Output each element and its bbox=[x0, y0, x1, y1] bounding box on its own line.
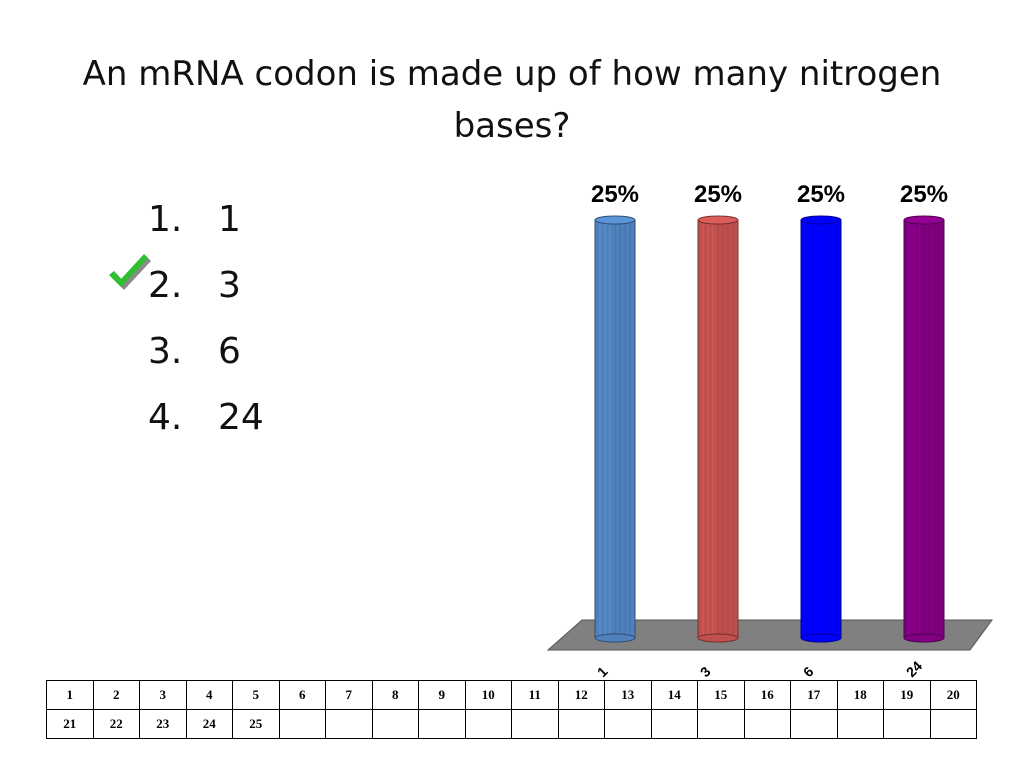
category-tick-label: 3 bbox=[697, 663, 714, 680]
answer-option[interactable]: 1. 1 bbox=[148, 186, 264, 252]
bar-6 bbox=[800, 215, 842, 643]
chart-bars bbox=[594, 215, 945, 643]
grid-cell bbox=[929, 709, 977, 739]
data-label: 25% bbox=[591, 181, 639, 208]
grid-cell bbox=[557, 709, 605, 739]
grid-cell bbox=[697, 709, 745, 739]
category-tick-label: 6 bbox=[800, 663, 817, 680]
grid-cell: 1 bbox=[46, 680, 94, 710]
grid-cell bbox=[883, 709, 931, 739]
answer-option[interactable]: 2. 3 bbox=[148, 252, 264, 318]
data-label: 25% bbox=[694, 181, 742, 208]
grid-cell: 2 bbox=[92, 680, 140, 710]
answer-text: 3 bbox=[218, 264, 241, 306]
grid-cell: 15 bbox=[697, 680, 745, 710]
grid-cell bbox=[511, 709, 559, 739]
checkmark-icon bbox=[109, 254, 151, 290]
category-tick-label: 24 bbox=[903, 658, 925, 680]
grid-cell bbox=[650, 709, 698, 739]
grid-cell: 5 bbox=[232, 680, 280, 710]
grid-cell: 24 bbox=[185, 709, 233, 739]
answer-text: 24 bbox=[218, 396, 264, 438]
grid-cell: 25 bbox=[232, 709, 280, 739]
grid-cell bbox=[464, 709, 512, 739]
grid-cell: 7 bbox=[325, 680, 373, 710]
grid-cell bbox=[604, 709, 652, 739]
grid-cell: 19 bbox=[883, 680, 931, 710]
page-title: An mRNA codon is made up of how many nit… bbox=[82, 54, 942, 146]
grid-cell: 14 bbox=[650, 680, 698, 710]
grid-cell: 6 bbox=[278, 680, 326, 710]
grid-cell: 8 bbox=[371, 680, 419, 710]
answer-option[interactable]: 3. 6 bbox=[148, 318, 264, 384]
grid-cell: 17 bbox=[790, 680, 838, 710]
grid-cell bbox=[278, 709, 326, 739]
grid-cell bbox=[371, 709, 419, 739]
answer-option[interactable]: 4. 24 bbox=[148, 384, 264, 450]
grid-cell: 23 bbox=[139, 709, 187, 739]
category-tick-label: 1 bbox=[594, 663, 611, 680]
grid-cell bbox=[836, 709, 884, 739]
answer-list: 1. 1 2. 3 3. 6 4. 24 bbox=[148, 186, 264, 450]
grid-cell: 16 bbox=[743, 680, 791, 710]
data-label: 25% bbox=[900, 181, 948, 208]
answer-number: 3. bbox=[148, 330, 183, 372]
grid-row: 1 2 3 4 5 6 7 8 9 10 11 12 13 14 15 16 17 18 19 20 bbox=[46, 680, 977, 710]
grid-cell: 12 bbox=[557, 680, 605, 710]
bar-1 bbox=[594, 215, 636, 643]
chart-data-labels: 25% 25% 25% 25% bbox=[591, 181, 948, 208]
answer-number: 4. bbox=[148, 396, 183, 438]
bar-3 bbox=[697, 215, 739, 643]
chart-floor bbox=[546, 619, 993, 651]
grid-cell: 11 bbox=[511, 680, 559, 710]
grid-cell bbox=[790, 709, 838, 739]
grid-cell: 18 bbox=[836, 680, 884, 710]
grid-cell: 4 bbox=[185, 680, 233, 710]
data-label: 25% bbox=[797, 181, 845, 208]
grid-cell bbox=[743, 709, 791, 739]
grid-cell: 13 bbox=[604, 680, 652, 710]
answer-text: 6 bbox=[218, 330, 241, 372]
grid-row: 21 22 23 24 25 bbox=[46, 709, 977, 739]
grid-cell: 10 bbox=[464, 680, 512, 710]
grid-cell: 3 bbox=[139, 680, 187, 710]
grid-cell: 20 bbox=[929, 680, 977, 710]
answer-number: 1. bbox=[148, 198, 183, 240]
answer-number: 2. bbox=[148, 264, 183, 306]
results-chart: 25% 25% 25% 25% 1 3 6 24 bbox=[546, 181, 993, 680]
grid-cell bbox=[418, 709, 466, 739]
grid-cell: 22 bbox=[92, 709, 140, 739]
grid-cell: 21 bbox=[46, 709, 94, 739]
grid-cell: 9 bbox=[418, 680, 466, 710]
response-grid: 1 2 3 4 5 6 7 8 9 10 11 12 13 14 15 16 17 18 19 20 21 22 23 24 2… bbox=[46, 680, 977, 739]
bar-24 bbox=[903, 215, 945, 643]
answer-text: 1 bbox=[218, 198, 241, 240]
grid-cell bbox=[325, 709, 373, 739]
chart-category-ticks: 1 3 6 24 bbox=[594, 658, 925, 680]
